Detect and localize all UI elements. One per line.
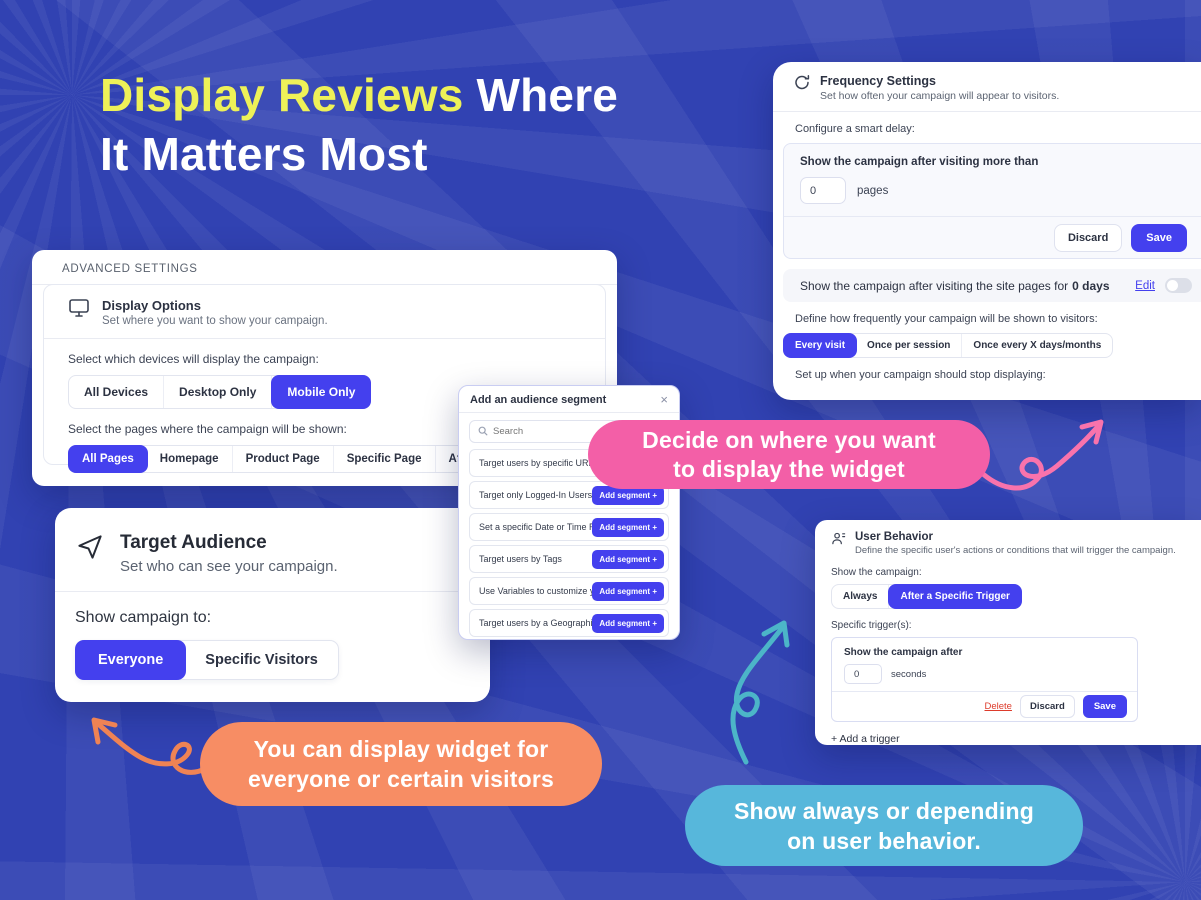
trigger-text: Show the campaign after (844, 647, 963, 658)
segment-once-per-session[interactable]: Once per session (856, 334, 963, 357)
frequency-desc: Set how often your campaign will appear … (820, 90, 1060, 102)
target-audience-desc: Set who can see your campaign. (120, 558, 338, 575)
callout-behavior: Show always or depending on user behavio… (685, 785, 1083, 866)
paper-plane-icon (75, 532, 105, 567)
target-audience-card: Target Audience Set who can see your cam… (55, 508, 490, 702)
visit-days-row: Show the campaign after visiting the sit… (783, 269, 1201, 302)
headline-line2: It Matters Most (100, 128, 428, 180)
add-trigger-link[interactable]: + Add a trigger (831, 733, 900, 745)
audience-segmented-control: Everyone Specific Visitors (75, 640, 339, 680)
save-button[interactable]: Save (1082, 695, 1127, 718)
seconds-unit-label: seconds (891, 668, 927, 680)
frequency-settings-card: Frequency Settings Set how often your ca… (773, 62, 1201, 400)
edit-link[interactable]: Edit (1135, 279, 1155, 292)
pages-unit-label: pages (857, 184, 889, 197)
behavior-segmented-control: Always After a Specific Trigger (831, 584, 1022, 609)
segment-once-every-x[interactable]: Once every X days/months (973, 340, 1102, 351)
segment-mobile-only[interactable]: Mobile Only (271, 375, 372, 409)
divider (773, 111, 1201, 112)
divider (55, 591, 490, 592)
frequency-title: Frequency Settings (820, 74, 936, 88)
segment-specific-trigger[interactable]: After a Specific Trigger (888, 584, 1022, 609)
headline-highlight: Display Reviews (100, 69, 464, 121)
user-behavior-card: User Behavior Define the specific user's… (815, 520, 1201, 745)
divider (44, 338, 605, 339)
monitor-icon (68, 298, 90, 323)
user-behavior-desc: Define the specific user's actions or co… (855, 545, 1176, 556)
visit-days-value: 0 days (1072, 278, 1110, 293)
pink-curved-arrow (980, 419, 1104, 491)
add-segment-button[interactable]: Add segment + (592, 485, 664, 505)
pages-count-input[interactable] (800, 177, 846, 204)
page-title: Display Reviews Where It Matters Most (100, 66, 618, 184)
segment-every-visit[interactable]: Every visit (783, 333, 858, 358)
discard-button[interactable]: Discard (1053, 223, 1123, 252)
add-segment-button[interactable]: Add segment + (592, 581, 664, 601)
user-activity-icon (831, 531, 846, 551)
delete-link[interactable]: Delete (984, 701, 1012, 712)
user-behavior-title: User Behavior (855, 531, 933, 543)
segment-always[interactable]: Always (832, 585, 890, 608)
segment-option-variables: Use Variables to customize your audience… (469, 577, 669, 605)
discard-button[interactable]: Discard (1019, 695, 1075, 718)
segment-option-geo-location: Target users by a Geographical Location … (469, 609, 669, 637)
close-icon[interactable]: × (660, 392, 668, 407)
add-segment-button[interactable]: Add segment + (592, 517, 664, 537)
advanced-settings-header: ADVANCED SETTINGS (62, 263, 198, 275)
trigger-panel: Show the campaign after seconds Delete D… (831, 637, 1138, 722)
smart-delay-text: Show the campaign after visiting more th… (800, 156, 1039, 168)
divider (459, 412, 679, 413)
device-segmented-control: All Devices Desktop Only Mobile Only (68, 375, 372, 409)
segment-homepage[interactable]: Homepage (147, 446, 233, 472)
frequency-label: Define how frequently your campaign will… (795, 313, 1098, 325)
add-segment-button[interactable]: Add segment + (592, 613, 664, 633)
refresh-icon (793, 74, 810, 96)
display-options-desc: Set where you want to show your campaign… (102, 315, 328, 327)
segment-specific-visitors[interactable]: Specific Visitors (205, 652, 318, 668)
visit-days-toggle[interactable] (1165, 278, 1192, 293)
segment-everyone[interactable]: Everyone (75, 640, 187, 680)
add-segment-button[interactable]: Add segment + (592, 549, 664, 569)
smart-delay-panel: Show the campaign after visiting more th… (783, 143, 1201, 259)
callout-audience: You can display widget for everyone or c… (200, 722, 602, 806)
pages-label: Select the pages where the campaign will… (68, 422, 347, 436)
segment-all-devices[interactable]: All Devices (69, 376, 165, 408)
display-options-title: Display Options (102, 298, 201, 313)
orange-curved-arrow (91, 717, 210, 775)
callout-display-widget: Decide on where you want to display the … (588, 420, 990, 489)
specific-triggers-label: Specific trigger(s): (831, 620, 912, 631)
segment-all-pages[interactable]: All Pages (68, 445, 148, 473)
headline-rest: Where (463, 69, 619, 121)
smart-delay-label: Configure a smart delay: (795, 123, 915, 135)
segment-option-tags: Target users by Tags Add segment + (469, 545, 669, 573)
show-campaign-to-label: Show campaign to: (75, 609, 212, 626)
teal-curved-arrow (730, 620, 790, 765)
segment-specific-page[interactable]: Specific Page (334, 446, 436, 472)
segment-desktop-only[interactable]: Desktop Only (164, 376, 273, 408)
seconds-input[interactable] (844, 664, 882, 684)
devices-label: Select which devices will display the ca… (68, 352, 319, 366)
save-button[interactable]: Save (1131, 223, 1187, 252)
frequency-segmented-control: Every visit Once per session Once every … (783, 333, 1114, 358)
stop-display-label: Set up when your campaign should stop di… (795, 369, 1046, 381)
segment-product-page[interactable]: Product Page (233, 446, 334, 472)
target-audience-title: Target Audience (120, 532, 267, 553)
modal-title: Add an audience segment (470, 393, 607, 406)
show-campaign-label: Show the campaign: (831, 567, 922, 578)
search-input[interactable] (493, 426, 660, 437)
segment-option-date-range: Set a specific Date or Time Range Add se… (469, 513, 669, 541)
search-icon (478, 423, 488, 441)
segment-option-logged-in: Target only Logged-In Users Add segment … (469, 481, 669, 509)
visit-days-text: Show the campaign after visiting the sit… (800, 278, 1069, 293)
